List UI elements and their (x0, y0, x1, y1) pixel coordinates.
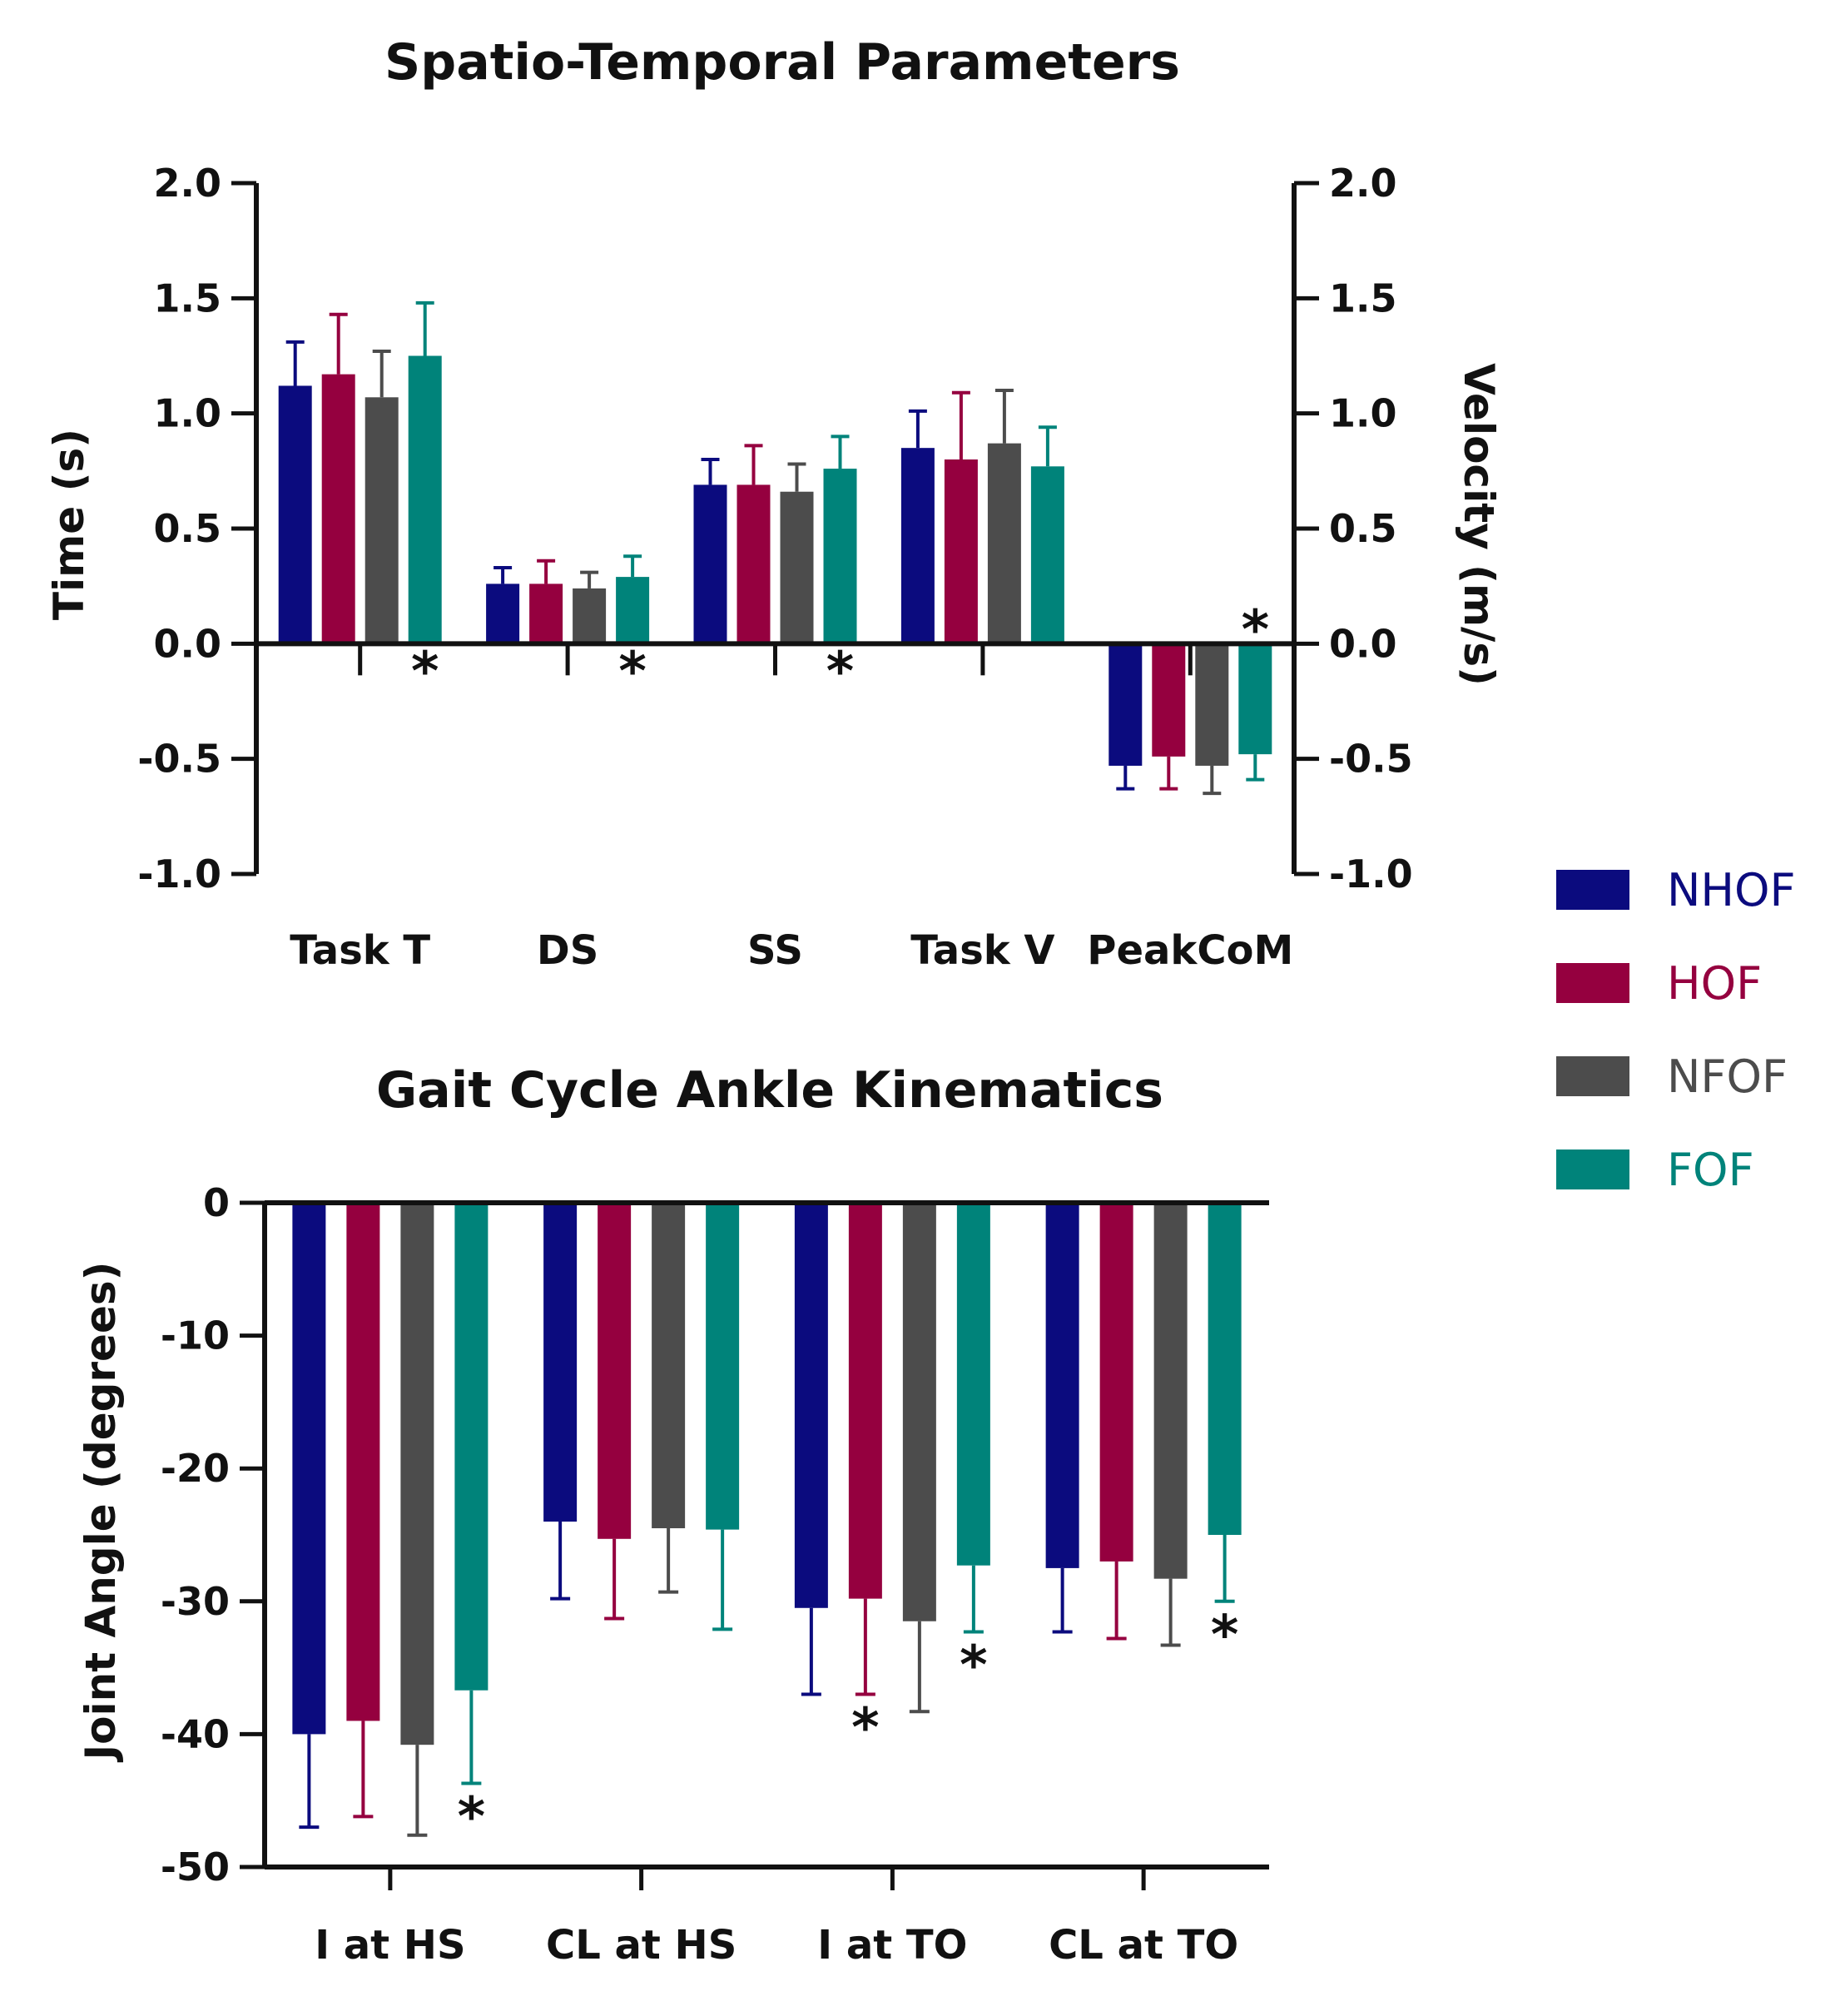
bar-peakcom-fof (1238, 643, 1272, 755)
bar-cl-at-to-nhof (1045, 1203, 1079, 1568)
chart2-ytick-label: -30 (161, 1579, 230, 1624)
xtick-task-v: Task V (910, 927, 1054, 974)
significance-star-task-t: * (411, 641, 439, 703)
chart1-ytick-label: 1.5 (154, 276, 222, 320)
bar-i-at-hs-nfof (400, 1203, 434, 1745)
chart2-title: Gait Cycle Ankle Kinematics (376, 1061, 1163, 1120)
chart2-ytick-label: -10 (161, 1313, 230, 1358)
chart1-ytick-label: 2.0 (154, 161, 222, 206)
chart2-ytick-label: -40 (161, 1711, 230, 1756)
bar-task-t-fof (408, 355, 442, 644)
legend: NHOF HOF NFOF FOF (1556, 864, 1796, 1196)
legend-swatch-nhof (1556, 870, 1629, 910)
legend-label-nfof: NFOF (1667, 1050, 1788, 1103)
bar-i-at-to-fof (956, 1203, 990, 1566)
bar-ss-nhof (693, 484, 727, 644)
bar-task-t-nhof (278, 385, 312, 644)
bar-task-v-hof (944, 459, 978, 644)
significance-star-i-at-hs-fof: * (458, 1786, 485, 1848)
bar-ds-hof (529, 583, 563, 644)
xtick-ss: SS (747, 927, 803, 974)
chart1-y2tick-label: 0.5 (1329, 506, 1397, 551)
bar-ds-nhof (486, 583, 520, 644)
bar-cl-at-hs-nfof (652, 1203, 686, 1529)
bar-ds-fof (616, 577, 650, 644)
chart1-ytick-label: 1.0 (154, 391, 222, 436)
bar-i-at-hs-nhof (292, 1203, 326, 1735)
bar-cl-at-hs-hof (598, 1203, 632, 1539)
bar-task-v-nhof (900, 448, 935, 644)
chart1-y2tick-label: -1.0 (1329, 852, 1413, 896)
bar-task-t-nfof (365, 397, 399, 644)
bar-i-at-hs-hof (346, 1203, 380, 1721)
bar-peakcom-nfof (1195, 643, 1229, 766)
bar-ds-nfof (573, 588, 607, 644)
bar-cl-at-to-fof (1208, 1203, 1242, 1535)
xtick-task-t: Task T (290, 927, 430, 974)
chart1-ytick-label: -1.0 (137, 852, 221, 896)
chart1-y2tick-label: 1.5 (1329, 276, 1397, 320)
chart2-ytick-label: 0 (203, 1180, 230, 1225)
legend-swatch-hof (1556, 963, 1629, 1003)
chart1-y2label: Velocity (m/s) (1455, 363, 1503, 686)
chart2-ylabel: Joint Angle (degrees) (77, 1262, 125, 1763)
bar-task-v-fof (1030, 466, 1064, 644)
chart1-y2tick-label: -0.5 (1329, 737, 1413, 782)
significance-star-peakcom: * (1242, 599, 1269, 661)
chart1-ytick-label: -0.5 (137, 737, 221, 782)
bar-peakcom-nhof (1108, 643, 1143, 766)
significance-star-ds: * (618, 641, 646, 703)
chart1-y2tick-label: 2.0 (1329, 161, 1397, 206)
bar-task-t-hof (321, 374, 355, 644)
xtick-peakcom: PeakCoM (1087, 927, 1293, 974)
bar-task-v-nfof (987, 443, 1021, 644)
chart1-title: Spatio-Temporal Parameters (384, 33, 1180, 92)
legend-label-hof: HOF (1667, 957, 1762, 1010)
chart2-ytick-label: -50 (161, 1845, 230, 1889)
bar-cl-at-hs-nhof (543, 1203, 578, 1522)
bar-ss-nfof (780, 491, 814, 644)
legend-label-fof: FOF (1667, 1144, 1754, 1196)
legend-label-nhof: NHOF (1667, 864, 1796, 916)
xtick-ds: DS (537, 927, 598, 974)
bar-i-at-to-nfof (902, 1203, 936, 1621)
bar-ss-fof (823, 469, 857, 644)
ankle-kinematics-chart: Gait Cycle Ankle Kinematics I at HS CL at… (77, 1061, 1269, 1969)
bar-cl-at-to-hof (1099, 1203, 1133, 1562)
bar-i-at-hs-fof (454, 1203, 489, 1691)
xtick-i-at-to: I at TO (817, 1922, 967, 1969)
chart1-ylabel: Time (s) (45, 429, 93, 620)
legend-swatch-fof (1556, 1150, 1629, 1189)
chart2-ytick-label: -20 (161, 1446, 230, 1491)
chart1-y2tick-label: 1.0 (1329, 391, 1397, 436)
bar-i-at-to-nhof (794, 1203, 828, 1608)
chart1-y2tick-label: 0.0 (1329, 621, 1397, 666)
significance-star-cl-at-to-fof: * (1211, 1605, 1238, 1666)
significance-star-i-at-to-hof: * (851, 1698, 879, 1760)
xtick-cl-at-hs: CL at HS (546, 1922, 737, 1969)
xtick-cl-at-to: CL at TO (1049, 1922, 1238, 1969)
bar-i-at-to-hof (848, 1203, 882, 1599)
bar-cl-at-to-nfof (1153, 1203, 1188, 1579)
significance-star-i-at-to-fof: * (960, 1636, 987, 1697)
bar-peakcom-hof (1152, 643, 1186, 757)
chart1-ytick-label: 0.0 (154, 621, 222, 666)
bar-cl-at-hs-fof (706, 1203, 740, 1530)
bar-ss-hof (737, 484, 771, 644)
legend-swatch-nfof (1556, 1056, 1629, 1096)
xtick-i-at-hs: I at HS (315, 1922, 465, 1969)
significance-star-ss: * (826, 641, 854, 703)
spatio-temporal-chart: Spatio-Temporal Parameters Task T DS SS Tas… (45, 33, 1503, 974)
chart1-ytick-label: 0.5 (154, 506, 222, 551)
